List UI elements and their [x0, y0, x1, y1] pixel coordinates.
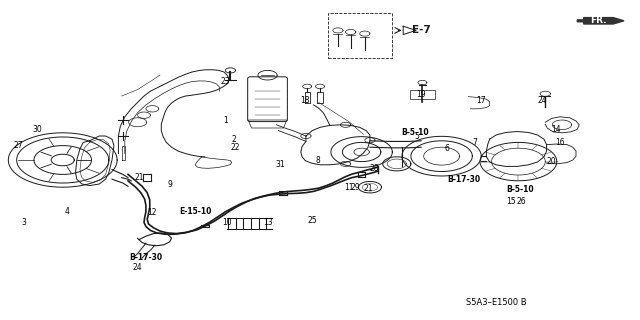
Text: 23: 23: [220, 77, 230, 86]
Text: 31: 31: [275, 160, 285, 169]
Text: 19: 19: [416, 90, 426, 99]
Text: 22: 22: [231, 143, 240, 152]
Text: 13: 13: [262, 218, 273, 227]
Text: 8: 8: [316, 156, 321, 164]
Text: 9: 9: [167, 180, 172, 188]
Text: 24: 24: [132, 263, 143, 272]
Text: 26: 26: [516, 197, 527, 206]
Text: 18: 18: [301, 96, 310, 105]
Text: 21: 21: [364, 184, 372, 193]
Text: B-17-30: B-17-30: [129, 253, 163, 262]
Text: S5A3–E1500 B: S5A3–E1500 B: [466, 298, 526, 307]
Text: FR.: FR.: [590, 16, 607, 25]
Text: 15: 15: [506, 197, 516, 206]
Text: 14: 14: [550, 125, 561, 134]
Text: E-15-10: E-15-10: [179, 207, 211, 216]
Text: 20: 20: [547, 157, 557, 166]
Text: 29: 29: [350, 183, 360, 192]
Text: B-5-10: B-5-10: [506, 185, 534, 194]
Text: 10: 10: [222, 218, 232, 227]
Text: 16: 16: [555, 138, 565, 147]
Text: 30: 30: [32, 125, 42, 134]
Bar: [328, 13, 392, 58]
Text: 12: 12: [148, 208, 157, 217]
Text: 27: 27: [13, 141, 23, 150]
Polygon shape: [577, 18, 624, 24]
Text: 28: 28: [370, 164, 379, 172]
Text: 3: 3: [22, 218, 27, 227]
Text: 7: 7: [472, 138, 477, 147]
Text: 11: 11: [344, 183, 353, 192]
Text: B-5-10: B-5-10: [401, 128, 429, 137]
Text: 5: 5: [415, 132, 420, 140]
Text: 4: 4: [65, 207, 70, 216]
Text: 24: 24: [538, 96, 548, 105]
Text: 25: 25: [307, 216, 317, 225]
Text: 21: 21: [135, 173, 144, 182]
Text: 1: 1: [223, 116, 228, 124]
Text: 6: 6: [444, 144, 449, 153]
Text: 17: 17: [476, 96, 486, 105]
Text: 2: 2: [231, 135, 236, 144]
Text: E-7: E-7: [412, 25, 431, 36]
Text: B-17-30: B-17-30: [447, 175, 481, 184]
